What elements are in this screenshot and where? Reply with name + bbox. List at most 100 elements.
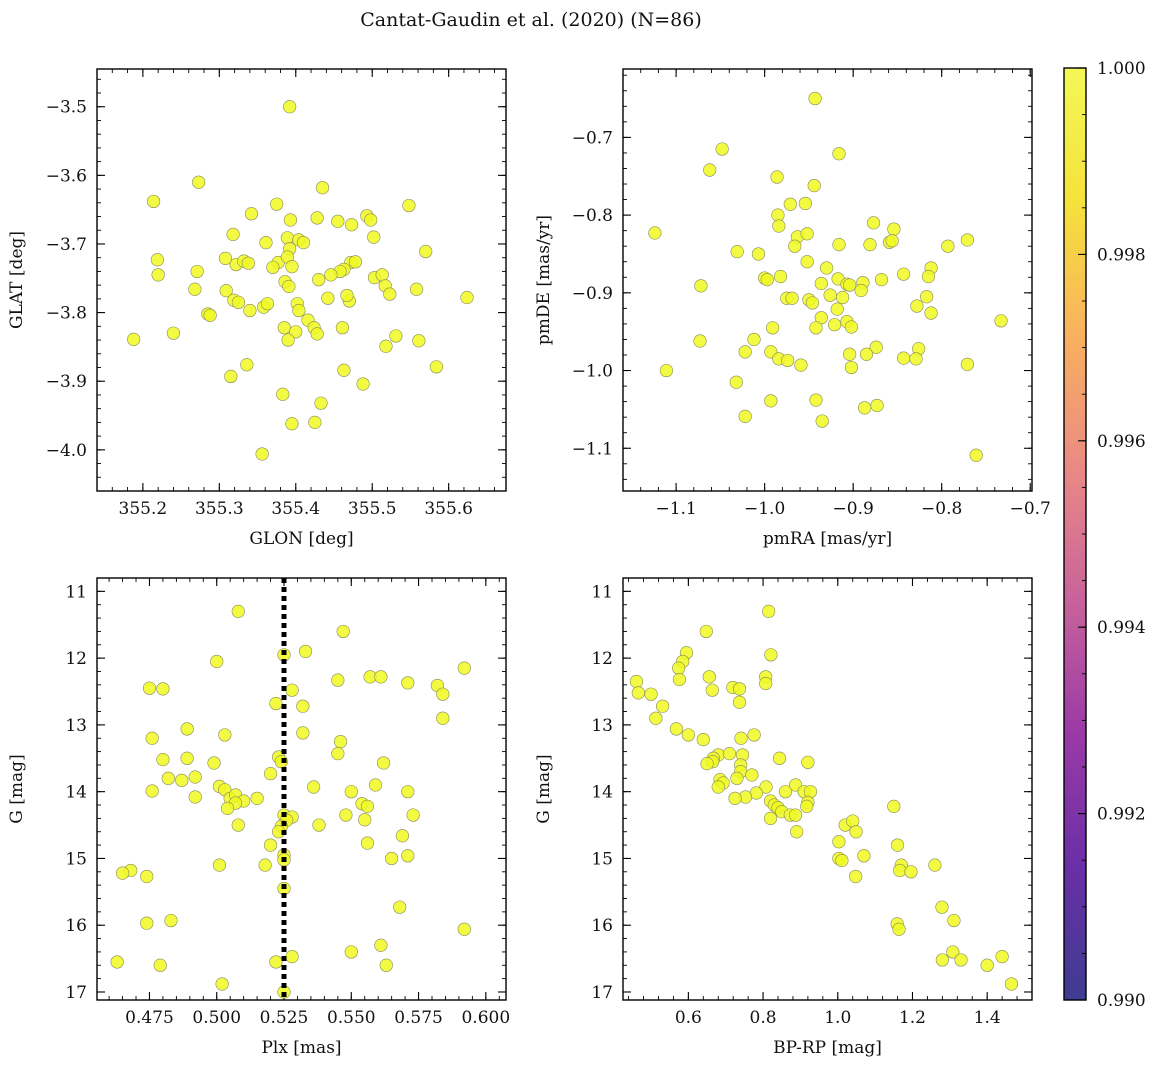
y-tick-label: 13: [65, 716, 87, 736]
data-point: [401, 676, 415, 690]
data-point: [870, 398, 884, 413]
data-point: [285, 417, 299, 431]
data-point: [180, 751, 194, 765]
data-point: [773, 269, 788, 284]
data-point: [314, 396, 328, 410]
data-point: [266, 260, 280, 274]
data-point: [337, 363, 351, 377]
data-point: [324, 268, 338, 282]
data-point: [980, 958, 994, 972]
data-point: [681, 728, 695, 742]
data-point: [699, 624, 713, 639]
data-point: [241, 256, 255, 270]
data-point: [280, 231, 294, 245]
data-point: [358, 813, 372, 827]
data-point: [244, 207, 259, 221]
colorbar-gradient: [1064, 68, 1086, 1000]
data-point: [954, 953, 968, 967]
data-point: [331, 673, 345, 687]
data-point: [722, 747, 737, 761]
data-point: [218, 251, 233, 265]
x-tick-label: 355.3: [195, 499, 244, 519]
data-point: [745, 768, 759, 782]
data-point: [772, 219, 786, 233]
y-tick-label: −4.0: [46, 441, 87, 461]
data-point: [941, 239, 955, 253]
data-point: [250, 791, 264, 805]
data-point: [207, 756, 221, 770]
data-point: [231, 604, 245, 618]
data-point: [190, 264, 204, 279]
data-point: [140, 869, 154, 884]
data-point: [127, 332, 141, 346]
data-point: [897, 267, 911, 281]
x-tick-label: 1.2: [899, 1008, 926, 1028]
data-point: [263, 767, 278, 781]
data-point: [339, 808, 353, 822]
y-tick-label: 15: [591, 849, 613, 869]
scatter-panel-bprp-g: 0.6 0.8 1.0 1.2 1.4 11 12 13 14 15 16 17 BP-RP [mag]…: [534, 577, 1033, 1058]
data-point: [805, 296, 820, 310]
data-point: [192, 175, 206, 189]
data-point: [220, 801, 235, 815]
data-point: [700, 757, 714, 771]
data-point: [269, 696, 283, 711]
data-point: [800, 227, 814, 241]
x-tick-label: 0.575: [394, 1008, 443, 1028]
data-point: [231, 818, 245, 832]
data-point: [629, 674, 644, 689]
colorbar-frame: [1063, 67, 1087, 1001]
data-point: [315, 181, 330, 195]
data-point: [747, 728, 761, 742]
data-point: [887, 222, 901, 236]
scatter-panel-plx-g: 0.475 0.500 0.525 0.550 0.575 0.600 11 12 13 14 15…: [7, 577, 510, 1058]
data-point: [885, 234, 899, 248]
data-point: [890, 838, 905, 852]
data-point: [764, 648, 778, 662]
y-tick-label: −3.9: [46, 372, 87, 392]
data-point: [285, 683, 299, 697]
data-point: [909, 352, 923, 366]
x-axis-label: Plx [mas]: [261, 1038, 341, 1058]
data-point: [694, 279, 708, 293]
data-point: [140, 916, 154, 930]
data-point: [402, 198, 416, 213]
data-point: [631, 686, 645, 700]
data-point: [832, 238, 846, 252]
x-tick-label: −0.9: [833, 499, 874, 519]
data-point: [145, 784, 159, 798]
data-point: [310, 327, 324, 341]
data-point: [947, 913, 961, 928]
data-point: [188, 790, 202, 804]
y-tick-label: 11: [65, 582, 87, 602]
y-tick-label: −0.9: [572, 284, 613, 304]
data-point: [389, 329, 403, 343]
y-tick-label: −3.7: [46, 235, 87, 255]
colorbar-tick-label: 1.000: [1097, 59, 1146, 79]
data-point: [843, 278, 857, 292]
data-point: [672, 672, 687, 687]
data-point: [115, 866, 130, 880]
x-tick-label: 355.4: [271, 499, 320, 519]
data-point: [924, 306, 938, 320]
data-point: [283, 213, 298, 227]
data-point: [321, 291, 335, 305]
y-tick-label: 16: [591, 916, 613, 936]
y-tick-label: −3.6: [46, 166, 87, 186]
data-point: [360, 799, 375, 813]
data-point: [995, 949, 1009, 964]
x-tick-label: 1.0: [824, 1008, 851, 1028]
data-point: [766, 321, 780, 335]
data-point: [260, 297, 275, 311]
data-point: [781, 353, 795, 368]
data-point: [832, 835, 846, 849]
y-tick-label: 16: [65, 916, 87, 936]
data-point: [258, 858, 272, 872]
data-point: [240, 358, 254, 372]
data-point: [732, 682, 747, 696]
colorbar: 1.000 0.998 0.996 0.994 0.992 0.990: [1063, 59, 1146, 1011]
data-point: [703, 163, 717, 177]
data-point: [921, 269, 936, 284]
data-point: [360, 836, 375, 850]
